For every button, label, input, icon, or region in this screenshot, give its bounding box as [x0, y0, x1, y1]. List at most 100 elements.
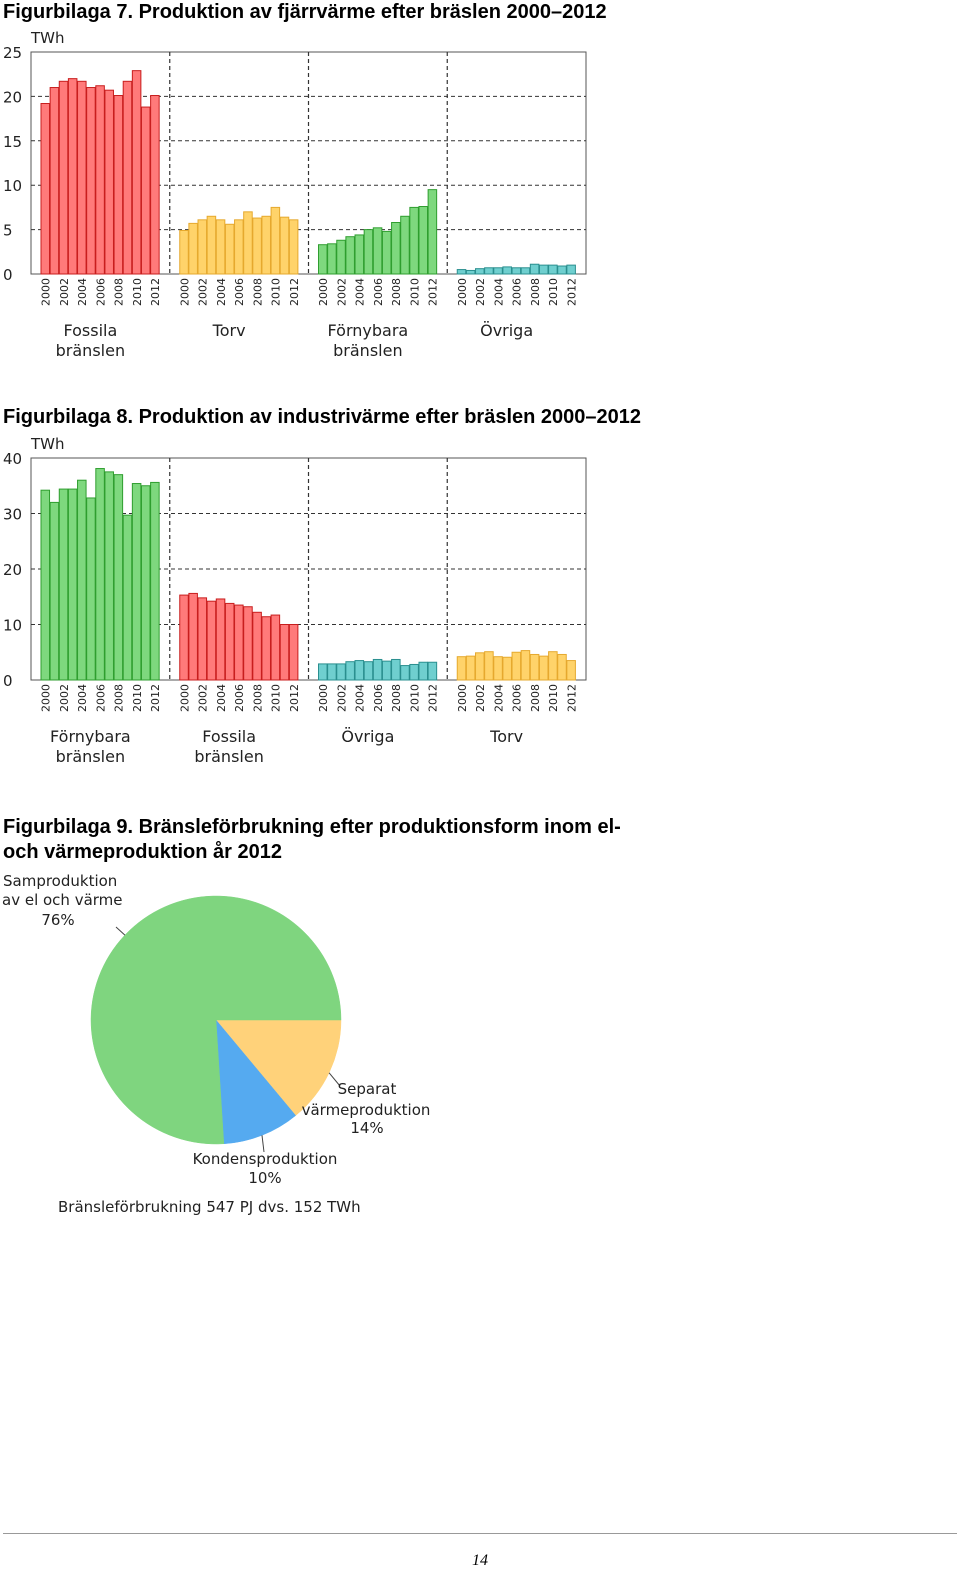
x-tick-label: 2002 [335, 684, 348, 712]
x-tick-label: 2008 [113, 278, 126, 306]
bar [261, 215, 271, 275]
slice-label: av el och värme [2, 891, 123, 909]
bar [67, 78, 78, 275]
footer-divider [3, 1533, 957, 1534]
group-label: bränslen [56, 341, 125, 360]
y-tick-label: 40 [3, 450, 22, 468]
x-tick-label: 2010 [547, 684, 560, 712]
bar [354, 234, 365, 275]
bar [234, 219, 244, 275]
figure-9-title-line2: och värmeproduktion år 2012 [3, 841, 282, 863]
bar [270, 614, 281, 681]
bar [538, 264, 549, 275]
bar [381, 660, 392, 681]
bar [529, 263, 540, 275]
x-tick-label: 2008 [113, 684, 126, 712]
bar [484, 651, 494, 681]
bar [529, 653, 540, 681]
bar [548, 264, 558, 275]
x-tick-label: 2006 [372, 278, 385, 306]
bar [336, 663, 346, 681]
bar [557, 653, 567, 681]
y-tick-label: 25 [3, 44, 22, 62]
y-tick-label: 0 [3, 672, 13, 690]
x-tick-label: 2000 [317, 278, 330, 306]
bar [502, 656, 512, 681]
bar [400, 215, 410, 275]
bar [391, 222, 401, 275]
bar [418, 661, 429, 681]
x-tick-label: 2010 [408, 684, 421, 712]
bar [150, 481, 160, 681]
bar [49, 501, 60, 681]
bar [206, 600, 217, 681]
district-heating-bar-chart: TWh 0 5 10 15 20 25 2000 2002 2004 2006 2008 2010 201… [3, 29, 587, 360]
industrial-heating-bar-chart: TWh 0 10 20 30 40 2000 2002 2004 2006 2008 2010 2012… [3, 435, 587, 766]
bar [318, 663, 328, 681]
x-tick-label: 2002 [335, 278, 348, 306]
x-tick-label: 2012 [149, 684, 162, 712]
x-tick-label: 2004 [354, 278, 367, 306]
x-tick-label: 2004 [215, 278, 228, 306]
y-tick-label: 10 [3, 177, 22, 195]
leader-line [115, 926, 126, 936]
y-tick-label: 10 [3, 617, 22, 635]
bar [243, 606, 253, 681]
bar [179, 229, 189, 275]
x-tick-label: 2012 [565, 278, 578, 306]
bar [58, 80, 69, 275]
x-tick-label: 2010 [408, 278, 421, 306]
bar [67, 488, 78, 681]
pie-slice [90, 895, 342, 1145]
bar [206, 215, 217, 275]
x-tick-label: 2012 [288, 684, 301, 712]
bar [77, 80, 87, 275]
x-tick-label: 2000 [456, 278, 469, 306]
bar [363, 229, 374, 275]
x-tick-label: 2006 [94, 684, 107, 712]
x-tick-label: 2004 [354, 684, 367, 712]
group-label: Övriga [480, 321, 533, 340]
y-unit-label: TWh [30, 435, 65, 453]
group-label: bränslen [333, 341, 402, 360]
bar [318, 244, 328, 275]
x-tick-label: 2000 [178, 684, 191, 712]
bar [475, 652, 485, 681]
bar [502, 266, 512, 275]
bar [49, 87, 60, 275]
x-tick-label: 2004 [76, 278, 89, 306]
x-tick-label: 2002 [58, 684, 71, 712]
x-tick-label: 2010 [547, 278, 560, 306]
figure-9-title-line1: Figurbilaga 9. Bränsleförbrukning efter … [3, 816, 621, 838]
bar [327, 243, 337, 275]
bar [113, 474, 124, 681]
x-tick-label: 2010 [131, 278, 144, 306]
bar [336, 239, 346, 275]
bar [363, 661, 374, 681]
bar [566, 660, 576, 681]
group-label: Torv [212, 321, 246, 340]
x-tick-label: 2006 [233, 278, 246, 306]
bar [548, 651, 558, 681]
bar [197, 219, 208, 275]
bar [327, 663, 337, 681]
x-tick-label: 2006 [94, 278, 107, 306]
x-tick-label: 2006 [233, 684, 246, 712]
x-tick-label: 2008 [390, 684, 403, 712]
x-tick-label: 2000 [317, 684, 330, 712]
bar [391, 658, 401, 681]
bar [150, 95, 160, 275]
bar [113, 95, 124, 275]
x-tick-label: 2008 [529, 684, 542, 712]
bar [86, 87, 96, 275]
bar [252, 611, 262, 681]
x-tick-label: 2004 [492, 278, 505, 306]
x-tick-label: 2002 [197, 684, 210, 712]
y-tick-label: 5 [3, 222, 13, 240]
x-tick-label: 2010 [131, 684, 144, 712]
y-tick-label: 0 [3, 266, 13, 284]
bar [345, 236, 355, 275]
bar [140, 485, 151, 681]
slice-label: 14% [350, 1119, 383, 1137]
bar [400, 665, 410, 681]
